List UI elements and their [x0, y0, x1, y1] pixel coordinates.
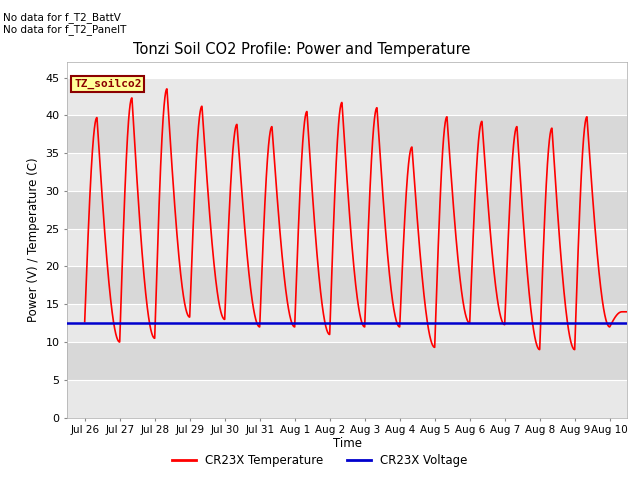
Text: Tonzi Soil CO2 Profile: Power and Temperature: Tonzi Soil CO2 Profile: Power and Temper… [133, 42, 470, 57]
Y-axis label: Power (V) / Temperature (C): Power (V) / Temperature (C) [27, 158, 40, 322]
Bar [67, 304, 627, 342]
Bar [67, 342, 627, 380]
Bar [67, 228, 627, 266]
X-axis label: Time: Time [333, 437, 362, 450]
Bar [67, 380, 627, 418]
Legend: CR23X Temperature, CR23X Voltage: CR23X Temperature, CR23X Voltage [168, 449, 472, 472]
Text: No data for f_T2_BattV: No data for f_T2_BattV [3, 12, 121, 23]
Text: No data for f_T2_PanelT: No data for f_T2_PanelT [3, 24, 127, 35]
Bar [67, 191, 627, 228]
Text: TZ_soilco2: TZ_soilco2 [74, 79, 141, 89]
Bar [67, 266, 627, 304]
Bar [67, 115, 627, 153]
Bar [67, 153, 627, 191]
Bar [67, 77, 627, 115]
